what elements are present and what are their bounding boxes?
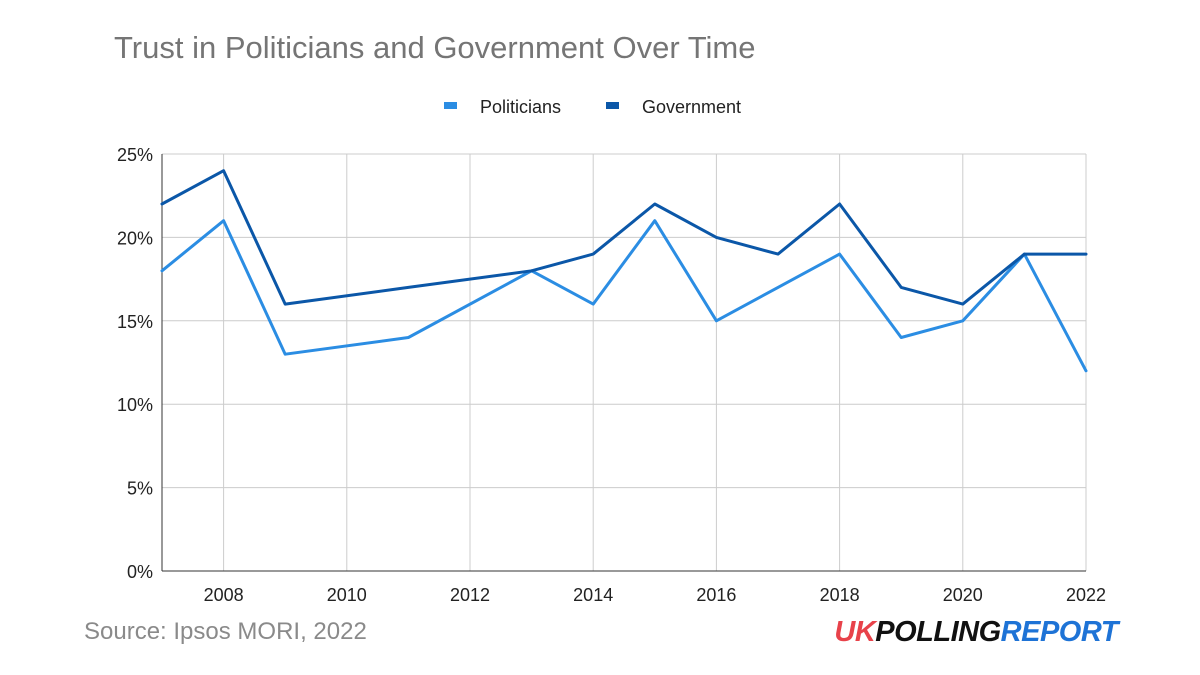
brand-logo-report: REPORT (1000, 616, 1119, 648)
x-tick-label: 2008 (204, 585, 244, 605)
x-tick-label: 2022 (1066, 585, 1106, 605)
y-tick-label: 25% (117, 145, 153, 165)
y-tick-label: 5% (127, 479, 153, 499)
source-note: Source: Ipsos MORI, 2022 (84, 618, 367, 645)
legend-label-politicians: Politicians (480, 97, 561, 117)
series-line-politicians (160, 219, 1088, 373)
grid (161, 153, 1087, 572)
y-tick-label: 0% (127, 562, 153, 582)
axis-labels: 0% 5% 10% 15% 20% 25% 2008 2010 2012 2014 2016 2018… (117, 145, 1106, 605)
legend-swatch-government (606, 102, 619, 109)
x-tick-label: 2018 (820, 585, 860, 605)
chart-title: Trust in Politicians and Government Over… (114, 30, 756, 65)
x-tick-label: 2016 (696, 585, 736, 605)
series-line-government (160, 169, 1088, 306)
y-tick-label: 20% (117, 228, 153, 248)
legend-swatch-politicians (444, 102, 457, 109)
brand-logo: UKPOLLINGREPORT (834, 616, 1118, 649)
x-tick-label: 2020 (943, 585, 983, 605)
y-tick-label: 10% (117, 395, 153, 415)
x-tick-label: 2012 (450, 585, 490, 605)
series-lines (160, 169, 1088, 373)
x-tick-label: 2014 (573, 585, 613, 605)
y-tick-label: 15% (117, 312, 153, 332)
brand-logo-polling: POLLING (875, 616, 1001, 648)
x-tick-label: 2010 (327, 585, 367, 605)
legend: Politicians Government (444, 97, 741, 117)
brand-logo-uk: UK (834, 616, 876, 648)
legend-label-government: Government (642, 97, 741, 117)
